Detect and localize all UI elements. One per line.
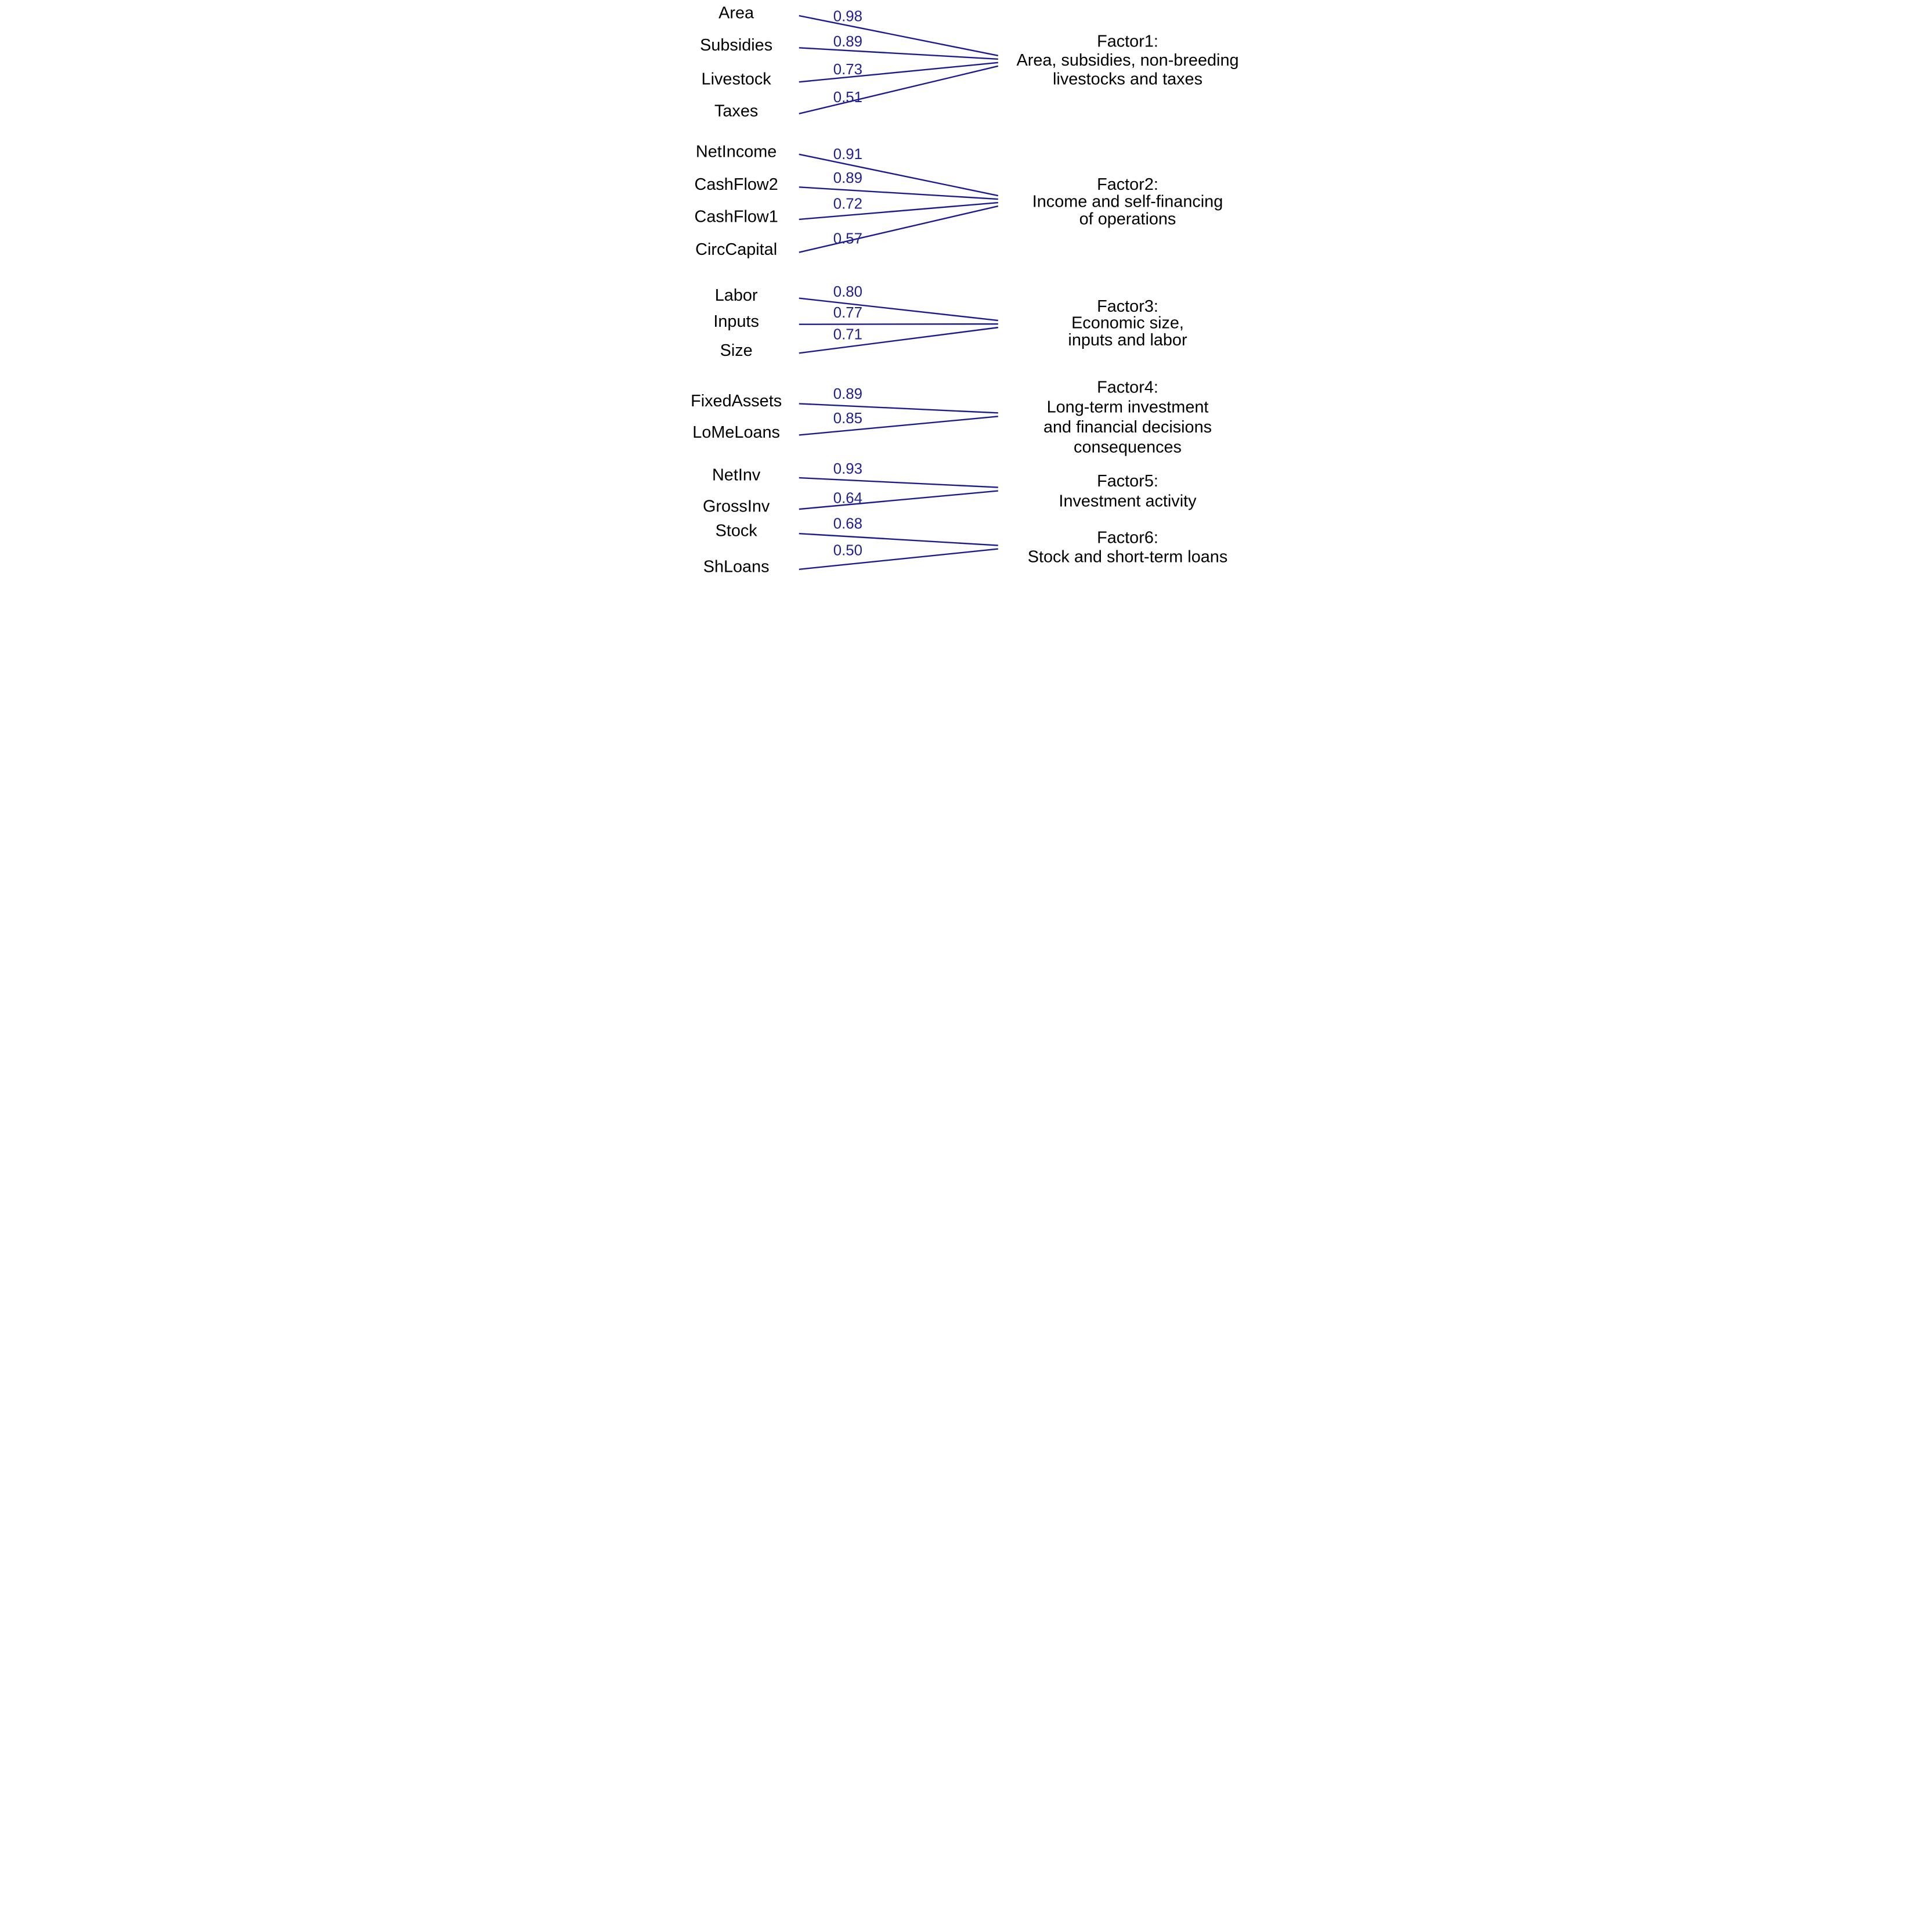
loading-value: 0.85 <box>833 410 862 427</box>
loading-value: 0.77 <box>833 305 862 321</box>
variable-label: NetInv <box>712 466 760 485</box>
loading-line <box>799 326 998 354</box>
variable-label: Taxes <box>714 102 757 120</box>
factor-description-line: Investment activity <box>1059 492 1197 511</box>
loading-line <box>799 548 998 570</box>
factor-description-line: Stock and short-term loans <box>1027 548 1227 567</box>
loading-line <box>799 403 998 414</box>
variable-label: Labor <box>714 286 757 305</box>
factor-description-line: of operations <box>1079 210 1176 228</box>
factor-title-line: Factor1: <box>1097 32 1158 51</box>
factor-title-line: Factor5: <box>1097 472 1158 491</box>
factor-title-line: Factor6: <box>1097 529 1158 547</box>
loading-line <box>799 201 998 221</box>
loading-line <box>799 416 998 436</box>
variable-label: ShLoans <box>703 557 769 576</box>
loading-line <box>799 153 998 197</box>
variable-label: GrossInv <box>702 497 770 516</box>
factor-group: Labor 0.80 Inputs 0.77 Size 0.71 Factor3:Econo… <box>713 284 1187 360</box>
loading-value: 0.93 <box>833 461 862 477</box>
factor-title-line: Factor3: <box>1097 297 1158 316</box>
loading-line <box>799 297 998 322</box>
factor-description-line: consequences <box>1074 438 1182 456</box>
factor-group: Stock 0.68 ShLoans 0.50 Factor6:Stock and sh… <box>703 516 1227 576</box>
variable-label: Stock <box>715 522 757 540</box>
variable-label: LoMeLoans <box>692 423 780 442</box>
factor-description-line: Long-term investment <box>1046 398 1208 416</box>
loading-value: 0.89 <box>833 34 862 50</box>
factor-group: FixedAssets 0.89 LoMeLoans 0.85 Factor4: Long… <box>691 378 1212 456</box>
loading-line <box>799 477 998 488</box>
loading-line <box>799 15 998 57</box>
loading-value: 0.91 <box>833 146 862 163</box>
loading-line <box>799 62 998 83</box>
loading-value: 0.57 <box>833 231 862 247</box>
variable-label: Size <box>720 341 752 360</box>
loading-value: 0.64 <box>833 491 862 507</box>
factor-group: NetIncome 0.91 CashFlow2 0.89 CashFlow1 0.72 C… <box>694 142 1223 259</box>
factor-description-line: Income and self-financing <box>1032 193 1223 211</box>
loading-line <box>799 186 998 200</box>
factor-diagram-canvas: Area 0.98 Subsidies 0.89 Livestock 0.73 Taxes 0… <box>676 0 1256 578</box>
loading-value: 0.72 <box>833 196 862 212</box>
loading-value: 0.71 <box>833 327 862 343</box>
variable-label: Area <box>718 4 754 23</box>
factor-description-line: Economic size, <box>1071 314 1184 333</box>
variable-label: CashFlow2 <box>694 175 778 194</box>
variable-label: Subsidies <box>700 36 772 55</box>
factor-description-line: inputs and labor <box>1068 331 1187 349</box>
loading-value: 0.50 <box>833 543 862 559</box>
variable-label: NetIncome <box>695 142 776 161</box>
variable-label: Livestock <box>701 70 771 89</box>
loading-value: 0.80 <box>833 284 862 300</box>
loading-line <box>799 490 998 510</box>
loading-value: 0.89 <box>833 386 862 402</box>
loading-line <box>799 47 998 60</box>
factor-title-line: Factor2: <box>1097 175 1158 194</box>
variable-label: FixedAssets <box>691 392 782 410</box>
loading-line <box>799 532 998 546</box>
loading-value: 0.98 <box>833 9 862 25</box>
variable-label: Inputs <box>713 312 759 331</box>
factor-group: Area 0.98 Subsidies 0.89 Livestock 0.73 Taxes 0… <box>700 4 1238 121</box>
factor-description-line: livestocks and taxes <box>1053 70 1202 89</box>
loading-value: 0.73 <box>833 62 862 78</box>
factor-title-line: Factor4: <box>1097 378 1158 396</box>
variable-label: CashFlow1 <box>694 207 778 226</box>
loading-value: 0.89 <box>833 170 862 186</box>
factor-description-line: and financial decisions <box>1043 418 1211 437</box>
factor-analysis-figure: Area 0.98 Subsidies 0.89 Livestock 0.73 Taxes 0… <box>676 0 1256 578</box>
loading-line <box>799 205 998 253</box>
loading-value: 0.68 <box>833 516 862 532</box>
loading-line <box>799 65 998 115</box>
factor-description-line: Area, subsidies, non-breeding <box>1016 51 1238 70</box>
loading-value: 0.51 <box>833 89 862 106</box>
factor-group: NetInv 0.93 GrossInv 0.64 Factor5:Investment… <box>702 461 1196 516</box>
variable-label: CircCapital <box>695 240 777 259</box>
